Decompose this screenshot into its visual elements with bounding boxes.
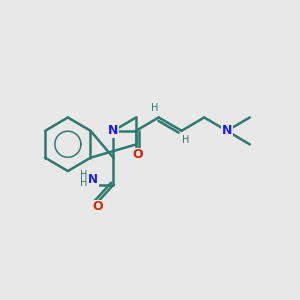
Text: N: N [222, 124, 232, 137]
Text: N: N [108, 124, 118, 137]
Text: H: H [151, 103, 159, 113]
Text: H: H [182, 135, 189, 145]
Text: H: H [80, 170, 88, 180]
Text: N: N [88, 173, 98, 186]
Text: H: H [80, 178, 88, 188]
Text: O: O [92, 200, 103, 213]
Text: O: O [132, 148, 143, 161]
